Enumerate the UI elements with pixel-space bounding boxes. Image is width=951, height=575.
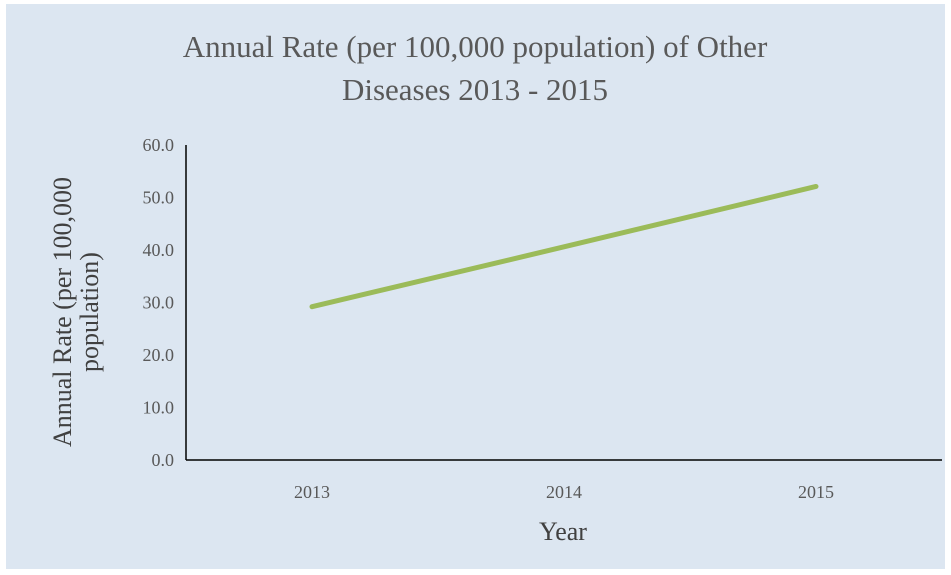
y-tick-label: 20.0	[143, 345, 175, 365]
x-tick-label: 2014	[546, 482, 582, 502]
x-tick-label: 2013	[294, 482, 330, 502]
y-tick-label: 60.0	[143, 135, 175, 155]
chart-area: Annual Rate (per 100,000 population) of …	[6, 4, 945, 569]
x-axis-ticks: 2013 2014 2015	[294, 482, 834, 502]
line-chart: Annual Rate (per 100,000 population) of …	[48, 29, 942, 546]
y-tick-label: 10.0	[143, 398, 175, 418]
series-layer	[309, 183, 819, 310]
y-tick-label: 30.0	[143, 293, 175, 313]
y-axis-title-line-1: Annual Rate (per 100,000	[48, 177, 77, 447]
y-axis-ticks: 0.0 10.0 20.0 30.0 40.0 50.0 60.0	[143, 135, 175, 470]
x-axis-title: Year	[539, 517, 587, 546]
y-tick-label: 0.0	[152, 450, 175, 470]
series-line	[309, 183, 819, 310]
chart-title-line-2: Diseases 2013 - 2015	[342, 72, 608, 107]
x-tick-label: 2015	[798, 482, 834, 502]
y-axis-title-line-2: population)	[75, 252, 104, 372]
y-tick-label: 40.0	[143, 240, 175, 260]
chart-title-line-1: Annual Rate (per 100,000 population) of …	[183, 29, 768, 64]
y-tick-label: 50.0	[143, 188, 175, 208]
